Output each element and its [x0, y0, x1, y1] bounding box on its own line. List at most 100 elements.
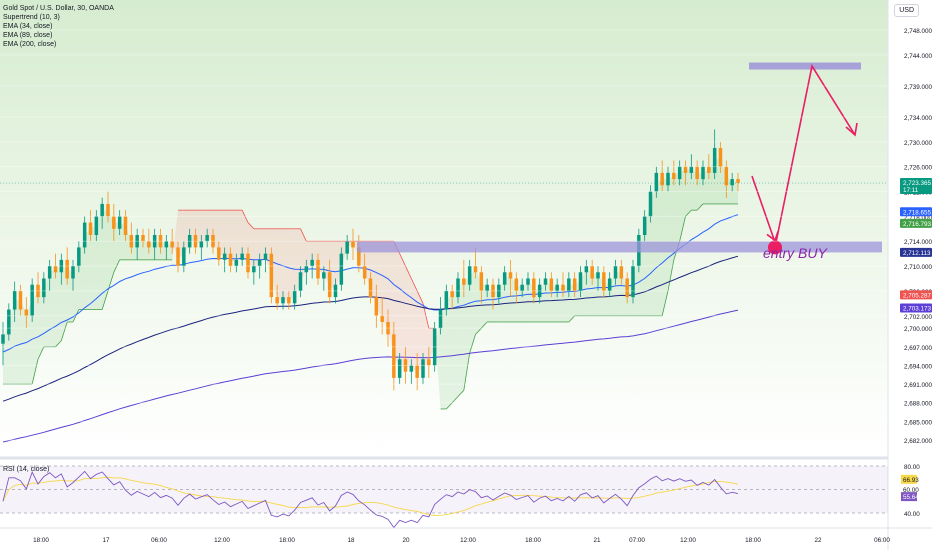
rsi-tick-label: 40.00 [904, 511, 920, 518]
price-badge: 2,705.287 [900, 290, 932, 300]
candle-body [316, 259, 320, 279]
supertrend-line [399, 253, 406, 267]
candle [152, 228, 157, 260]
rsi-badge: 66.93 [901, 474, 919, 484]
rsi-legend[interactable]: RSI (14, close) [3, 466, 50, 473]
supertrend-fill [38, 287, 44, 360]
candle-body [467, 266, 472, 285]
supertrend-fill [20, 300, 27, 385]
supertrend-line [300, 228, 307, 242]
supertrend-fill [668, 175, 674, 291]
candle-body [549, 278, 554, 291]
candle-body [409, 365, 414, 372]
candle-body [619, 266, 624, 279]
currency-button[interactable]: USD [894, 4, 919, 17]
candle-body [199, 241, 204, 248]
candle [403, 346, 408, 385]
candle [736, 172, 740, 192]
price-badge-value: 2,703.173 [903, 305, 932, 312]
candle-body [281, 297, 285, 304]
candle [654, 166, 659, 198]
legend-ema34[interactable]: EMA (34, close) [3, 23, 53, 30]
candle-body [415, 365, 419, 378]
candle [170, 228, 174, 254]
candle-body [292, 290, 297, 304]
candle [607, 272, 612, 298]
supertrend-fill [417, 290, 423, 372]
candle-body [689, 166, 694, 173]
candle-body [234, 259, 239, 267]
candle-body [707, 166, 711, 173]
entry-arrow-line [751, 175, 775, 240]
supertrend-line [661, 290, 669, 316]
time-axis-label: 17 [102, 537, 110, 544]
supertrend-fill [673, 172, 680, 260]
supertrend-fill [563, 284, 569, 322]
candle [677, 160, 682, 186]
candle-body [345, 241, 349, 254]
candle-body [222, 253, 227, 260]
symbol-title[interactable]: Gold Spot / U.S. Dollar, 30, OANDA [3, 5, 114, 12]
supertrend-fill [230, 210, 237, 263]
candle-body [351, 241, 355, 248]
candle-body [333, 284, 338, 298]
candle [193, 228, 198, 254]
rsi-tick-label: 80.00 [904, 464, 920, 471]
projection-arrow-head [845, 122, 858, 137]
rsi-ma-line [2, 476, 739, 516]
candle [234, 253, 239, 273]
price-axis-background [888, 0, 932, 550]
candle [392, 321, 396, 391]
legend-ema89[interactable]: EMA (89, close) [3, 32, 53, 39]
candle-body [100, 203, 104, 217]
supertrend-line [469, 334, 476, 354]
candle-body [520, 284, 524, 291]
price-tick-label: 2,730.000 [904, 140, 932, 147]
supertrend-fill [405, 266, 412, 369]
candle [18, 284, 23, 316]
supertrend-line [451, 396, 459, 404]
time-axis[interactable]: 18:00 17 06:00 12:00 18:00 18 20 12:00 18:00 21 07… [0, 527, 932, 544]
candle [228, 247, 233, 273]
candle [82, 216, 87, 254]
candle [596, 266, 600, 291]
candle-body [555, 284, 559, 291]
supertrend-fill [423, 303, 429, 369]
candle [497, 278, 501, 304]
candle-body [403, 359, 408, 372]
candle-body [77, 247, 81, 267]
candle [345, 235, 349, 260]
candle [397, 353, 402, 385]
candle-body [164, 241, 169, 248]
candle [584, 259, 589, 285]
time-axis-label: 06:00 [151, 537, 167, 544]
candle-body [543, 278, 548, 285]
candle [59, 253, 64, 285]
legend-supertrend[interactable]: Supertrend (10, 3) [3, 14, 60, 21]
legend-ema200[interactable]: EMA (200, close) [3, 41, 57, 48]
price-badge-box [900, 218, 932, 228]
candle-body [584, 266, 589, 273]
time-axis-label: 07:00 [629, 537, 645, 544]
candle-body [578, 272, 583, 291]
candle-body [374, 297, 379, 316]
supertrend-line [481, 321, 488, 329]
candle-body [176, 247, 180, 267]
candle-body [205, 235, 209, 242]
candle [386, 309, 390, 347]
candle [351, 228, 355, 260]
rsi-badge: 55.64 [901, 492, 919, 502]
supertrend-fill [166, 244, 173, 260]
price-tick-label: 2,697.000 [904, 345, 932, 352]
candle [718, 141, 723, 173]
candle [205, 228, 209, 248]
candle [322, 266, 326, 291]
supertrend-fill [621, 272, 628, 316]
supertrend-fill [14, 300, 21, 385]
candle [537, 278, 542, 304]
time-axis-label: 18 [347, 537, 355, 544]
price-tick-label: 2,688.000 [904, 401, 932, 408]
candle [380, 297, 384, 335]
candle-body [567, 278, 571, 291]
